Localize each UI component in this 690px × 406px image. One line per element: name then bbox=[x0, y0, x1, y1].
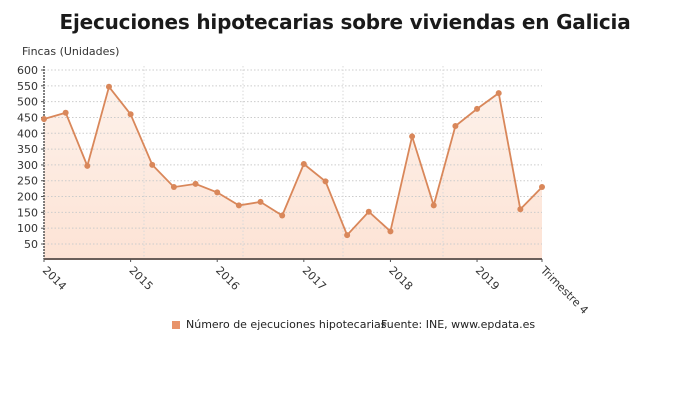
y-tick-label: 100 bbox=[17, 222, 38, 235]
data-point[interactable] bbox=[365, 208, 372, 215]
y-axis-title: Fincas (Unidades) bbox=[22, 45, 120, 58]
x-tick-label: 2017 bbox=[300, 264, 329, 293]
y-tick-label: 500 bbox=[17, 96, 38, 109]
data-point[interactable] bbox=[279, 212, 286, 219]
data-point[interactable] bbox=[41, 116, 47, 123]
data-point[interactable] bbox=[105, 83, 112, 90]
legend-label: Número de ejecuciones hipotecarias bbox=[186, 318, 387, 331]
area-fill bbox=[44, 86, 542, 259]
x-tick-label: 2015 bbox=[126, 264, 155, 293]
y-tick-label: 350 bbox=[17, 143, 38, 156]
y-tick-label: 600 bbox=[17, 64, 38, 77]
data-point[interactable] bbox=[452, 122, 459, 129]
data-point[interactable] bbox=[127, 111, 134, 118]
data-point[interactable] bbox=[300, 160, 307, 167]
data-point[interactable] bbox=[409, 133, 416, 140]
y-tick-label: 250 bbox=[17, 175, 38, 188]
y-tick-label: 300 bbox=[17, 159, 38, 172]
x-tick-label: 2014 bbox=[40, 264, 69, 293]
data-point[interactable] bbox=[517, 206, 524, 213]
y-tick-label: 50 bbox=[24, 238, 38, 251]
x-tick-label: Trimestre 4 bbox=[537, 263, 591, 317]
series-line bbox=[43, 84, 543, 237]
data-point[interactable] bbox=[84, 162, 91, 169]
y-tick-label: 550 bbox=[17, 80, 38, 93]
data-point[interactable] bbox=[322, 178, 329, 185]
data-point[interactable] bbox=[474, 105, 481, 112]
y-tick-label: 400 bbox=[17, 127, 38, 140]
data-point[interactable] bbox=[539, 184, 545, 191]
data-point[interactable] bbox=[387, 228, 394, 235]
data-point[interactable] bbox=[430, 202, 437, 209]
data-point[interactable] bbox=[495, 90, 502, 97]
chart-title: Ejecuciones hipotecarias sobre viviendas… bbox=[59, 10, 631, 34]
y-tick-label: 450 bbox=[17, 111, 38, 124]
x-tick-label: 2019 bbox=[473, 264, 502, 293]
legend: Número de ejecuciones hipotecarias bbox=[172, 318, 387, 331]
source-note: Fuente: INE, www.epdata.es bbox=[381, 318, 536, 331]
y-tick-label: 200 bbox=[17, 191, 38, 204]
data-point[interactable] bbox=[257, 198, 264, 205]
x-tick-label: 2016 bbox=[213, 264, 242, 293]
data-point[interactable] bbox=[235, 202, 242, 209]
legend-swatch bbox=[172, 320, 180, 329]
x-tick-label: 2018 bbox=[386, 264, 415, 293]
data-point[interactable] bbox=[62, 109, 69, 116]
data-point[interactable] bbox=[214, 189, 221, 196]
data-point[interactable] bbox=[344, 232, 351, 239]
data-point[interactable] bbox=[170, 184, 177, 191]
y-tick-label: 150 bbox=[17, 206, 38, 219]
data-point[interactable] bbox=[192, 180, 199, 187]
data-point[interactable] bbox=[149, 161, 156, 168]
